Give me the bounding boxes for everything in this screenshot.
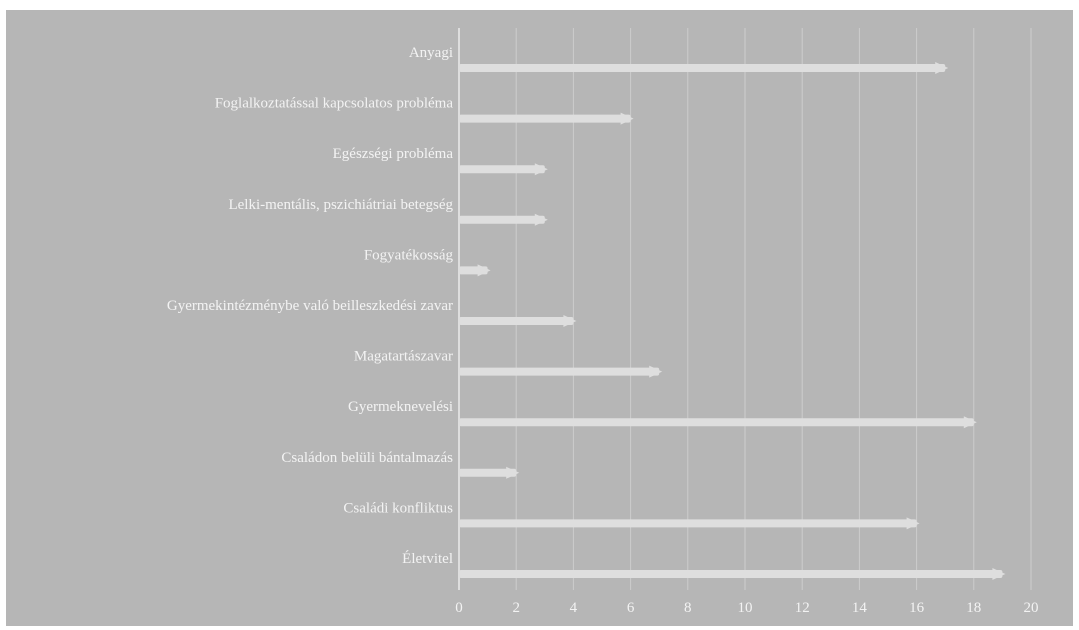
bar-tip — [506, 466, 520, 479]
x-tick-label: 2 — [512, 600, 520, 616]
x-tick-label: 14 — [852, 600, 868, 616]
category-label: Egészségi probléma — [333, 146, 454, 162]
bar — [459, 317, 574, 325]
x-tick-label: 10 — [738, 600, 753, 616]
bar — [459, 64, 946, 72]
bar — [459, 165, 545, 174]
category-label: Családon belüli bántalmazás — [281, 450, 453, 466]
category-label: Foglalkoztatással kapcsolatos probléma — [215, 96, 454, 112]
x-tick-label: 6 — [627, 600, 635, 616]
x-tick-label: 4 — [570, 600, 578, 616]
bar — [459, 468, 517, 477]
category-label: Magatartászavar — [354, 349, 453, 365]
bar-tip — [534, 213, 548, 226]
x-tick-label: 0 — [455, 600, 463, 616]
category-label: Életvitel — [402, 550, 453, 567]
bar-tip — [992, 568, 1006, 580]
bar-tip — [649, 365, 663, 378]
x-tick-label: 16 — [909, 600, 925, 616]
x-tick-label: 8 — [684, 600, 692, 616]
bar — [459, 114, 631, 123]
category-label: Fogyatékosság — [364, 247, 454, 263]
category-label: Családi konfliktus — [343, 500, 453, 516]
category-label: Anyagi — [409, 45, 453, 61]
x-tick-label: 20 — [1024, 600, 1039, 616]
category-label: Gyermeknevelési — [348, 399, 453, 415]
category-label: Lelki-mentális, pszichiátriai betegség — [228, 197, 453, 213]
bar — [459, 215, 545, 224]
bars — [459, 62, 1006, 580]
gridlines — [515, 28, 1032, 590]
bar — [459, 418, 974, 427]
bar — [459, 570, 1003, 578]
bar — [459, 367, 660, 376]
bar-tip — [620, 112, 634, 125]
bar — [459, 519, 917, 528]
bar-tip — [534, 163, 548, 176]
x-tick-label: 18 — [966, 600, 981, 616]
x-axis-tick-labels: 0 2 4 6 8 10 12 14 16 18 20 — [455, 600, 1038, 616]
bar-tip — [563, 315, 577, 327]
bar-tip — [477, 264, 491, 277]
category-labels: Anyagi Foglalkoztatással kapcsolatos prob… — [167, 45, 454, 567]
bar-tip — [906, 517, 920, 530]
bar-tip — [935, 62, 949, 74]
bar-tip — [963, 416, 977, 429]
category-label: Gyermekintézménybe való beilleszkedési z… — [167, 298, 453, 314]
x-tick-label: 12 — [795, 600, 810, 616]
